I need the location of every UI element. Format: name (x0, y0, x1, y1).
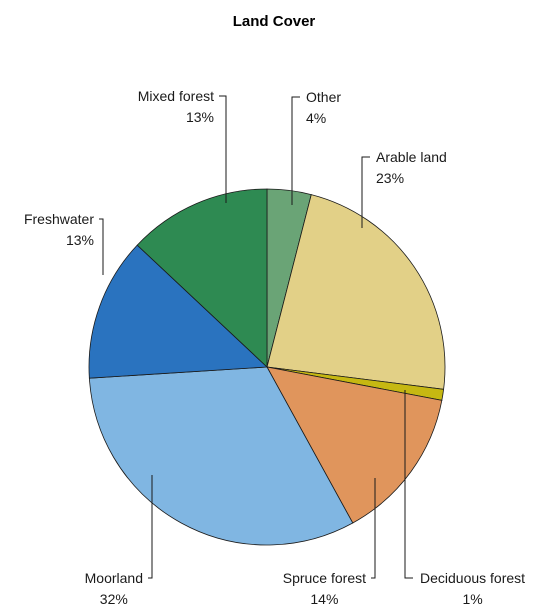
leader-line-spruce-forest (371, 478, 376, 579)
slice-label-arable-land: Arable land (376, 149, 447, 165)
leader-lines (99, 95, 413, 579)
pie-slice-moorland (88, 366, 354, 546)
slice-label-mixed-forest: Mixed forest (138, 88, 214, 104)
slice-label-moorland: Moorland (85, 570, 143, 586)
chart-title: Land Cover (233, 13, 316, 30)
slice-label-spruce-forest: Spruce forest (283, 570, 366, 586)
slice-value-moorland: 32% (100, 591, 128, 607)
pie-slice-mixed-forest (136, 188, 268, 368)
leader-line-freshwater (99, 218, 104, 275)
slice-value-freshwater: 13% (66, 232, 94, 248)
slice-value-other: 4% (306, 110, 326, 126)
slice-value-deciduous-forest: 1% (462, 591, 482, 607)
slice-value-mixed-forest: 13% (186, 109, 214, 125)
pie-slice-freshwater (88, 244, 268, 379)
slice-value-arable-land: 23% (376, 170, 404, 186)
leader-line-deciduous-forest (404, 390, 413, 579)
slice-label-other: Other (306, 89, 341, 105)
pie-slice-spruce-forest (266, 366, 443, 524)
slice-labels: Other 4% Arable land 23% Deciduous forest 1% S… (24, 88, 525, 607)
leader-line-arable-land (361, 156, 370, 228)
slice-value-spruce-forest: 14% (310, 591, 338, 607)
slice-label-deciduous-forest: Deciduous forest (420, 570, 525, 586)
pie-slice-arable-land (266, 194, 446, 390)
leader-line-moorland (148, 475, 153, 579)
leader-line-other (291, 96, 300, 205)
slice-label-freshwater: Freshwater (24, 211, 94, 227)
leader-line-mixed-forest (219, 95, 227, 203)
pie-slices (88, 188, 446, 546)
